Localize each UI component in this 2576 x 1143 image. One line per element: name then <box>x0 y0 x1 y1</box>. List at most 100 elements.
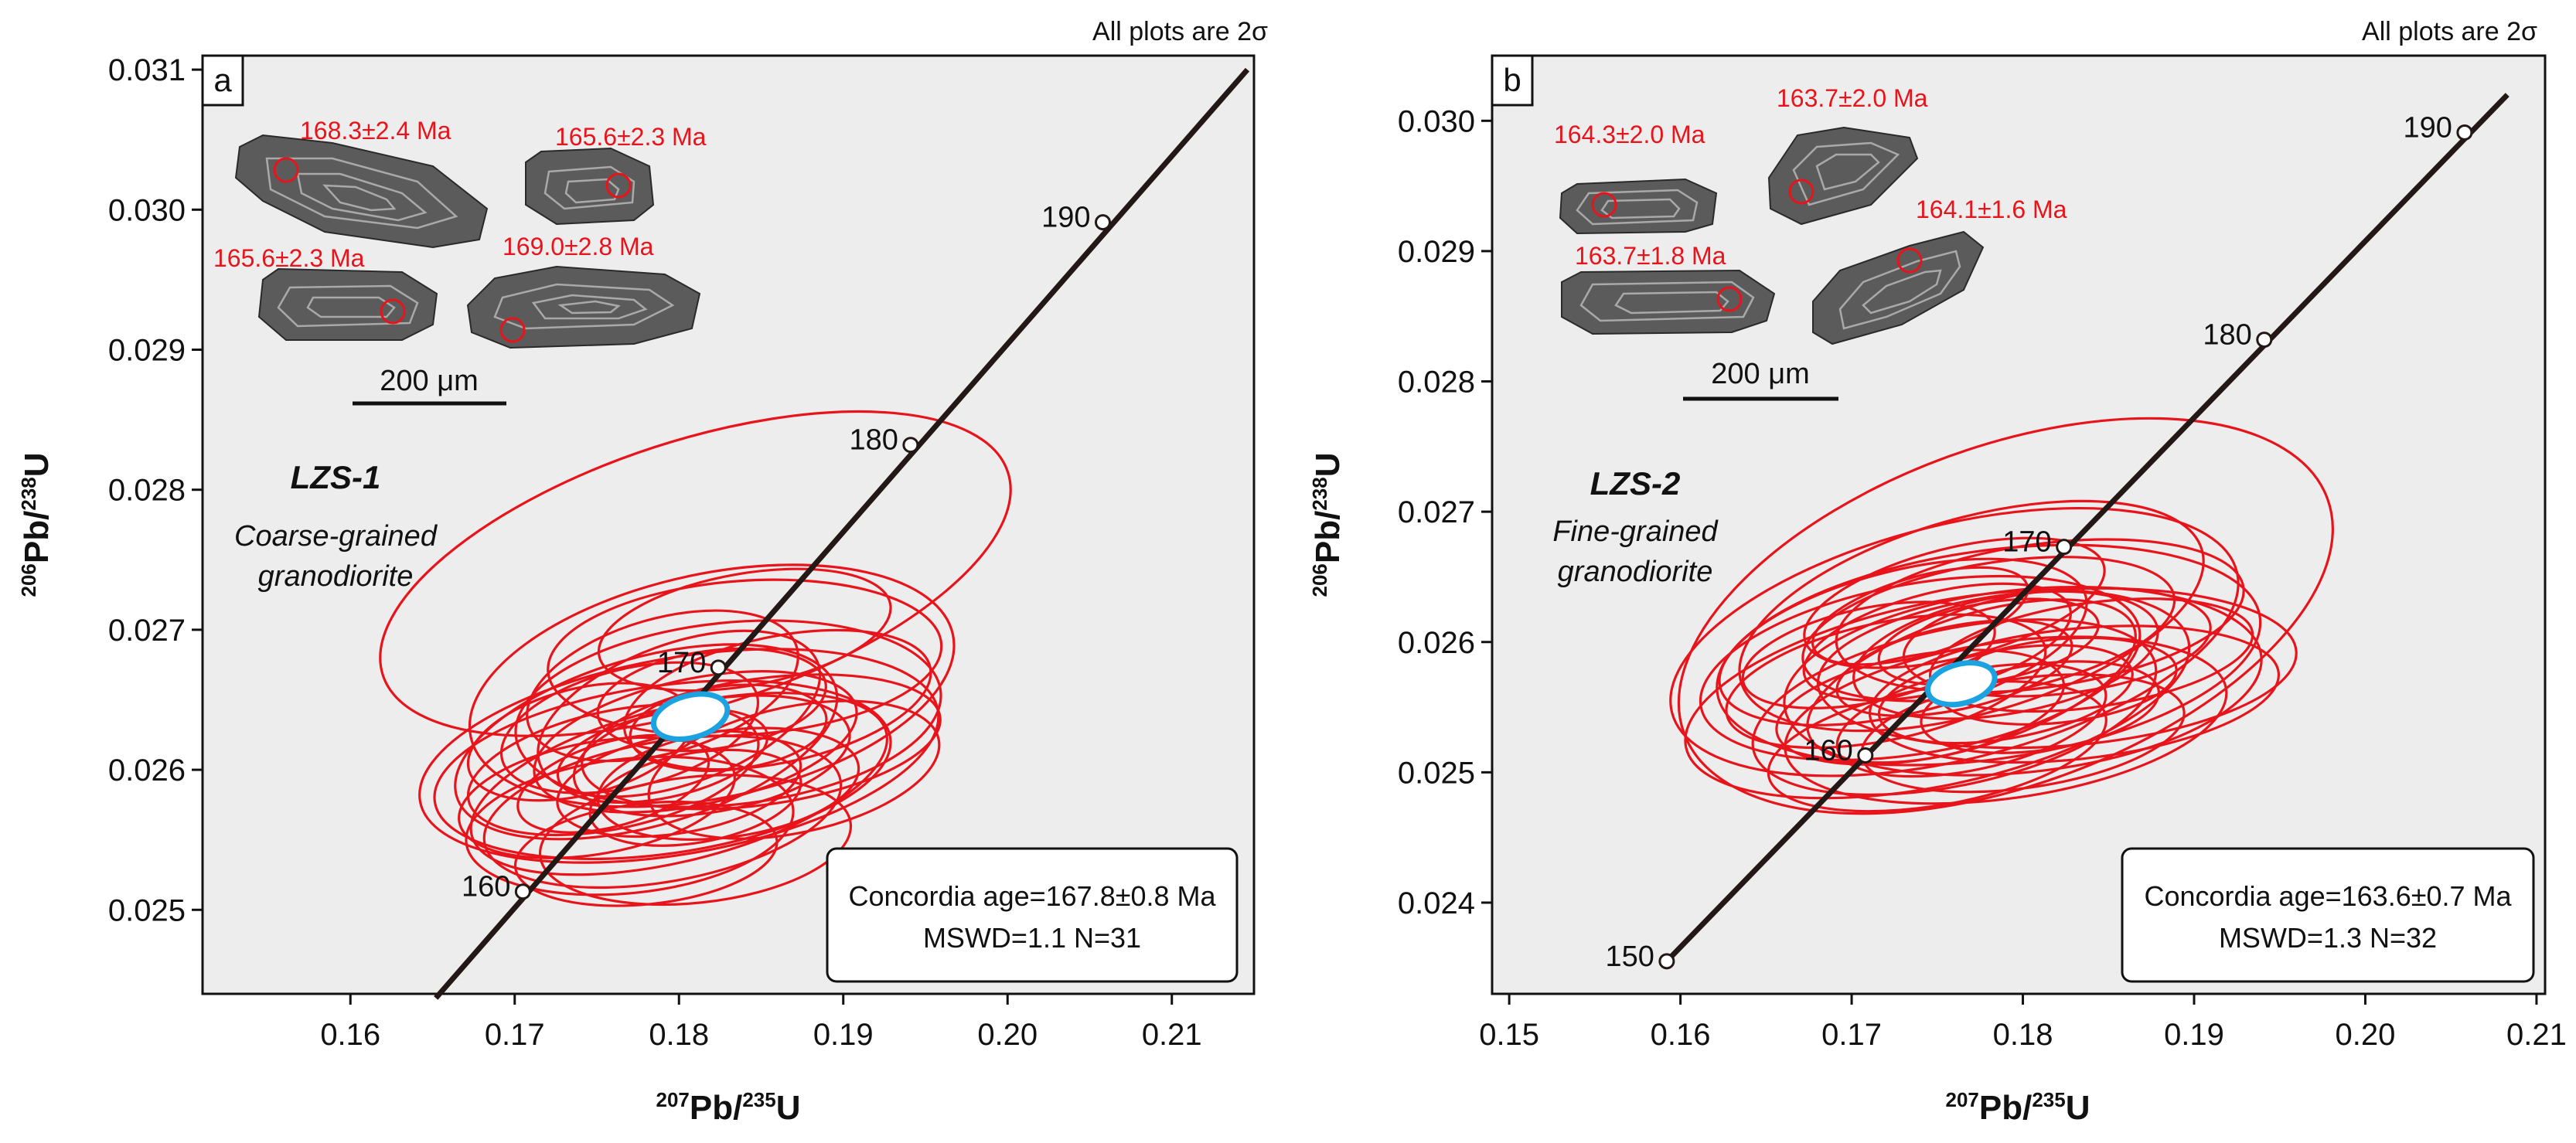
x-tick-label: 0.19 <box>813 1018 874 1052</box>
zircon-age-label: 165.6±2.3 Ma <box>213 244 365 272</box>
error-ellipse <box>1718 557 2088 726</box>
concordia-result-box-b <box>2121 847 2535 983</box>
x-tick-label: 0.18 <box>1993 1018 2053 1052</box>
mswd-a: MSWD=1.1 N=31 <box>923 922 1141 954</box>
zircon-grain <box>257 267 438 341</box>
analysis-spot <box>499 317 526 343</box>
y-tick-label: 0.026 <box>108 753 186 788</box>
error-ellipse <box>1784 635 2228 805</box>
analysis-spot <box>1896 247 1923 274</box>
concordia-age-label: 160 <box>462 871 510 903</box>
concordia-age-label: 170 <box>2002 526 2051 559</box>
x-tick-label: 0.21 <box>2506 1018 2567 1052</box>
sample-name-a: LZS-1 <box>291 459 381 495</box>
zircon-grain <box>1767 126 1919 226</box>
mean-ellipse-a <box>650 691 731 742</box>
y-tick-label: 0.027 <box>108 614 186 648</box>
y-axis-a: 0.025 0.026 0.027 0.028 0.029 0.030 0.031 <box>108 53 203 927</box>
error-ellipse <box>1699 574 2142 762</box>
y-tick-label: 0.026 <box>1398 626 1475 660</box>
error-ellipse <box>499 661 760 794</box>
panel-letter-b: b <box>1503 62 1521 98</box>
concordia-age-label: 190 <box>2404 111 2452 144</box>
error-ellipse <box>465 755 795 896</box>
zircon-grain <box>1559 178 1718 235</box>
x-tick-label: 0.15 <box>1479 1018 1539 1052</box>
analysis-spot <box>273 157 299 183</box>
y-tick-label: 0.029 <box>1398 235 1475 269</box>
rock-type-b: granodiorite <box>1558 556 1713 588</box>
error-ellipse <box>1716 543 2262 767</box>
concordia-age-marker <box>1095 214 1111 231</box>
zircon-cl-images-a <box>234 134 701 349</box>
mean-ellipse-b <box>1925 660 1998 708</box>
zircon-grain <box>525 147 655 226</box>
concordia-age-marker <box>902 437 919 454</box>
error-ellipse <box>1852 590 2159 720</box>
concordia-age-marker <box>710 659 727 676</box>
error-ellipse <box>622 628 932 771</box>
error-ellipse <box>468 563 956 808</box>
concordia-age-label: 170 <box>657 647 706 679</box>
zircon-cl-images-b <box>1559 126 1985 345</box>
error-ellipse <box>1741 600 1996 709</box>
x-tick-label: 0.18 <box>649 1018 709 1052</box>
error-ellipse <box>1835 538 2245 694</box>
x-tick-label: 0.17 <box>1821 1018 1882 1052</box>
panel-label-box-a <box>201 54 244 107</box>
error-ellipse <box>516 733 710 834</box>
concordia-curve-a: 160 170 180 190 <box>434 67 1250 1000</box>
analysis-spot <box>1788 179 1814 205</box>
y-tick-label: 0.030 <box>108 193 186 227</box>
x-tick-label: 0.17 <box>485 1018 545 1052</box>
scale-label-a: 200 μm <box>380 365 479 397</box>
zircon-age-label: 169.0±2.8 Ma <box>503 233 654 260</box>
x-tick-label: 0.20 <box>2336 1018 2396 1052</box>
error-ellipse <box>1684 589 2191 800</box>
scale-label-b: 200 μm <box>1711 358 1810 390</box>
x-tick-label: 0.19 <box>2164 1018 2224 1052</box>
error-ellipse <box>1811 566 2029 666</box>
rock-type-a: granodiorite <box>258 560 414 593</box>
y-tick-label: 0.030 <box>1398 104 1475 138</box>
panel-letter-a: a <box>213 62 232 98</box>
y-tick-label: 0.027 <box>1398 495 1475 529</box>
zircon-age-label: 163.7±2.0 Ma <box>1777 84 1928 112</box>
concordia-age-marker <box>2456 124 2473 141</box>
concordia-age-b: Concordia age=163.6±0.7 Ma <box>2144 880 2512 912</box>
concordia-age-label: 150 <box>1605 941 1654 973</box>
concordia-age-label: 160 <box>1804 734 1852 767</box>
mswd-b: MSWD=1.3 N=32 <box>2219 922 2437 954</box>
concordia-age-marker <box>2056 539 2073 556</box>
analysis-spot <box>380 298 406 325</box>
concordia-curve-b: 150 160 170 180 190 <box>1605 93 2510 973</box>
error-ellipses-b <box>1669 417 2334 815</box>
concordia-age-marker <box>1658 953 1675 970</box>
zircon-age-label: 168.3±2.4 Ma <box>300 117 451 145</box>
zircon-grain <box>466 265 701 349</box>
zircon-grain <box>1812 230 1985 345</box>
y-axis-label-a: 206Pb/238U <box>17 452 56 597</box>
error-ellipse <box>1725 613 2047 750</box>
y-tick-label: 0.025 <box>1398 756 1475 790</box>
y-tick-label: 0.025 <box>108 893 186 927</box>
x-tick-label: 0.20 <box>977 1018 1038 1052</box>
y-tick-label: 0.024 <box>1398 886 1475 920</box>
error-ellipse <box>547 578 943 737</box>
y-axis-b: 0.024 0.025 0.026 0.027 0.028 0.029 0.030 <box>1398 104 1492 920</box>
analysis-spot <box>605 172 632 199</box>
zircon-age-label: 164.3±2.0 Ma <box>1554 121 1705 148</box>
y-tick-label: 0.028 <box>108 474 186 508</box>
error-ellipse <box>629 683 828 773</box>
two-sigma-note-a: All plots are 2σ <box>1092 17 1268 46</box>
concordia-age-marker <box>1857 747 1874 764</box>
zircon-age-label: 163.7±1.8 Ma <box>1575 242 1726 270</box>
error-ellipse <box>1775 648 2066 766</box>
zircon-grain <box>1561 269 1776 335</box>
concordia-age-ellipse <box>1925 660 1998 708</box>
error-ellipse <box>379 410 1012 737</box>
concordia-age-ellipse <box>650 691 731 742</box>
